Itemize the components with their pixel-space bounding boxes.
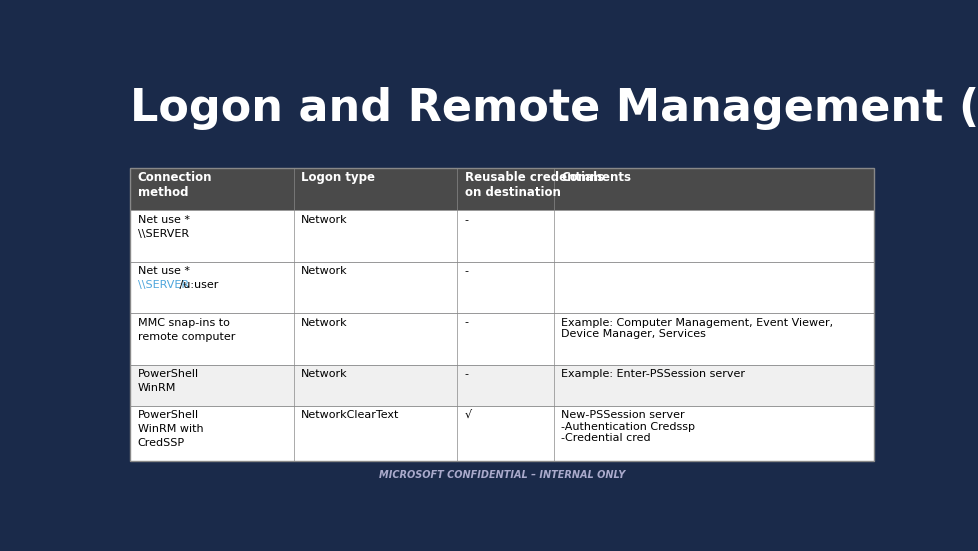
- Text: -: -: [465, 317, 468, 327]
- Text: -: -: [465, 266, 468, 276]
- Text: New-PSSession server
-Authentication Credssp
-Credential cred: New-PSSession server -Authentication Cre…: [560, 410, 694, 443]
- Text: Example: Computer Management, Event Viewer,
Device Manager, Services: Example: Computer Management, Event View…: [560, 317, 832, 339]
- Text: WinRM: WinRM: [137, 383, 176, 393]
- Text: √: √: [465, 410, 471, 420]
- Text: Reusable credentials
on destination: Reusable credentials on destination: [465, 171, 603, 199]
- Text: PowerShell: PowerShell: [137, 369, 199, 379]
- Text: Net use *: Net use *: [137, 266, 190, 276]
- Bar: [130, 314, 872, 365]
- Text: Connection
method: Connection method: [137, 171, 212, 199]
- Bar: [130, 365, 872, 406]
- Text: MMC snap-ins to: MMC snap-ins to: [137, 317, 229, 327]
- Text: Network: Network: [301, 369, 347, 379]
- Text: \\SERVER: \\SERVER: [137, 229, 189, 239]
- Bar: [130, 406, 872, 461]
- Text: PowerShell: PowerShell: [137, 410, 199, 420]
- Text: -: -: [465, 214, 468, 225]
- Text: NetworkClearText: NetworkClearText: [301, 410, 399, 420]
- Text: /u:user: /u:user: [176, 280, 218, 290]
- Bar: [130, 168, 872, 210]
- Text: Net use *: Net use *: [137, 214, 190, 225]
- Text: Logon type: Logon type: [301, 171, 375, 185]
- Text: \\SERVER: \\SERVER: [137, 280, 189, 290]
- Bar: [130, 168, 872, 461]
- Text: Example: Enter-PSSession server: Example: Enter-PSSession server: [560, 369, 744, 379]
- Text: Network: Network: [301, 214, 347, 225]
- Text: MICROSOFT CONFIDENTIAL – INTERNAL ONLY: MICROSOFT CONFIDENTIAL – INTERNAL ONLY: [378, 470, 624, 480]
- Text: CredSSP: CredSSP: [137, 438, 185, 448]
- Text: remote computer: remote computer: [137, 332, 235, 342]
- Text: Logon and Remote Management (2): Logon and Remote Management (2): [130, 88, 978, 131]
- Bar: [130, 262, 872, 314]
- Text: WinRM with: WinRM with: [137, 424, 203, 434]
- Text: Network: Network: [301, 317, 347, 327]
- Text: Network: Network: [301, 266, 347, 276]
- Bar: [130, 210, 872, 262]
- Text: Comments: Comments: [560, 171, 631, 185]
- Text: -: -: [465, 369, 468, 379]
